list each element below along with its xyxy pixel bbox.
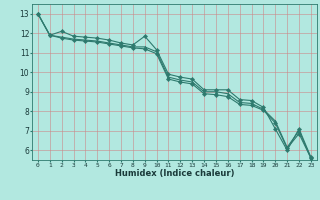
X-axis label: Humidex (Indice chaleur): Humidex (Indice chaleur) [115, 169, 234, 178]
